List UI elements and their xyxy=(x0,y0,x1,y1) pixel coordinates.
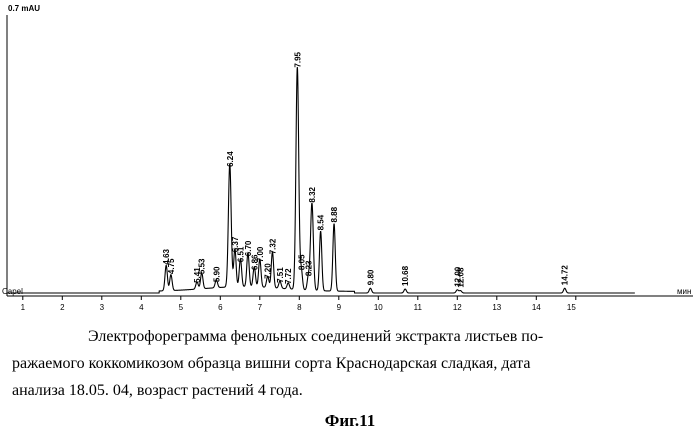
channel-label: Capel xyxy=(2,287,23,296)
peak-label: 8.23 xyxy=(304,260,313,276)
caption-line-1: Электрофореграмма фенольных соединений э… xyxy=(12,323,692,350)
peak-label: 14.72 xyxy=(561,265,570,286)
peak-label: 9.80 xyxy=(366,269,375,285)
caption-line-3: анализа 18.05. 04, возраст растений 4 го… xyxy=(12,377,692,404)
x-tick-label: 14 xyxy=(532,303,541,312)
caption-line-2: ражаемого коккомикозом образца вишни сор… xyxy=(12,350,692,377)
peak-label: 5.53 xyxy=(198,258,207,274)
peaks: 4.634.755.415.535.906.246.376.516.706.86… xyxy=(7,51,635,293)
x-tick-label: 9 xyxy=(337,303,342,312)
x-unit-label: мин xyxy=(677,287,691,296)
x-tick-label: 5 xyxy=(179,303,184,312)
x-tick-label: 6 xyxy=(218,303,223,312)
x-tick-label: 13 xyxy=(492,303,501,312)
figure-caption: Электрофореграмма фенольных соединений э… xyxy=(12,323,692,404)
peak-label: 7.20 xyxy=(264,263,273,279)
x-tick-label: 3 xyxy=(100,303,105,312)
peak-label: 7.32 xyxy=(268,238,277,254)
peak-label: 4.75 xyxy=(167,258,176,274)
x-tick-label: 12 xyxy=(453,303,462,312)
x-ticks: 123456789101112131415 xyxy=(21,296,577,312)
x-tick-label: 8 xyxy=(297,303,302,312)
peak-label: 5.90 xyxy=(212,266,221,282)
y-axis-label: 0.7 mAU xyxy=(8,4,40,13)
peak-label: 7.72 xyxy=(284,268,293,284)
x-tick-label: 15 xyxy=(567,303,576,312)
peak-label: 12.08 xyxy=(457,267,466,288)
peak-label: 8.32 xyxy=(308,186,317,202)
peak-label: 7.95 xyxy=(293,51,302,67)
peak-label: 10.68 xyxy=(401,265,410,286)
peak-label: 7.00 xyxy=(256,246,265,262)
peak-label: 6.24 xyxy=(226,151,235,167)
x-tick-label: 11 xyxy=(414,303,423,312)
x-tick-label: 1 xyxy=(21,303,26,312)
peak-label: 8.54 xyxy=(317,214,326,230)
peak-label: 8.88 xyxy=(330,206,339,222)
electropherogram-plot: 0.7 mAU Capel мин 123456789101112131415 … xyxy=(0,0,700,320)
signal-trace xyxy=(7,67,635,293)
figure-label: Фиг.11 xyxy=(0,411,700,431)
x-tick-label: 4 xyxy=(139,303,144,312)
x-tick-label: 2 xyxy=(60,303,65,312)
x-tick-label: 7 xyxy=(258,303,263,312)
x-tick-label: 10 xyxy=(374,303,383,312)
peak-label: 6.70 xyxy=(244,240,253,256)
